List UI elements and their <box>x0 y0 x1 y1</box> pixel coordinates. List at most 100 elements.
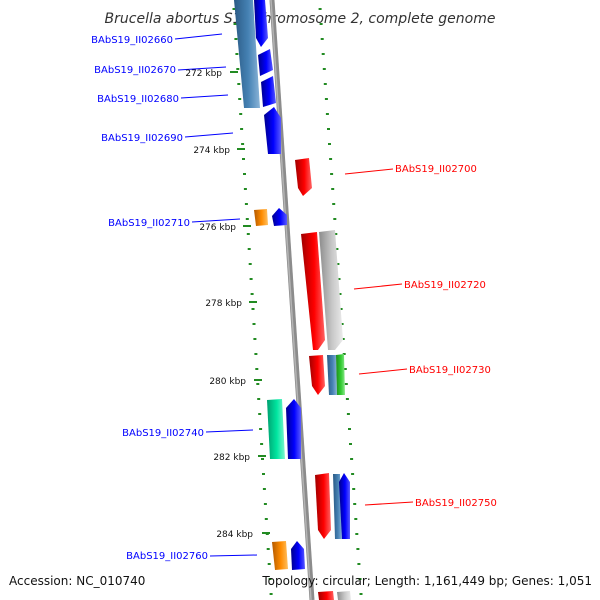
track-dot <box>252 323 256 325</box>
gene-label[interactable]: BAbS19_II02680 <box>97 94 179 105</box>
gene-green-1[interactable] <box>336 354 345 395</box>
track-dot <box>318 8 322 10</box>
gene-steelblue-1[interactable] <box>234 0 260 108</box>
track-dot <box>249 278 253 280</box>
track-dot <box>247 248 251 250</box>
track-dot <box>245 218 249 220</box>
scale-tick-label: 278 kbp <box>205 299 242 309</box>
label-leaders <box>174 33 414 557</box>
scale-ticks: 272 kbp 274 kbp 276 kbp 278 kbp 280 kbp … <box>185 69 270 540</box>
gene-label[interactable]: BAbS19_II02660 <box>91 35 173 46</box>
gene-label[interactable]: BAbS19_II02730 <box>409 365 491 376</box>
track-dot <box>352 488 356 490</box>
track-dot <box>341 338 345 340</box>
gene-label[interactable]: BAbS19_II02720 <box>404 280 486 291</box>
gene-features <box>234 0 351 600</box>
gene-label[interactable]: BAbS19_II02750 <box>415 498 497 509</box>
track-dot <box>357 563 361 565</box>
track-dot <box>322 68 326 70</box>
track-dot <box>351 473 355 475</box>
scale-tick-label: 284 kbp <box>216 530 253 540</box>
gene-label[interactable]: BAbS19_II02700 <box>395 164 477 175</box>
track-dot <box>267 563 271 565</box>
gene-label[interactable]: BAbS19_II02710 <box>108 218 190 229</box>
track-dot <box>344 383 348 385</box>
track-dot <box>256 383 260 385</box>
track-dot <box>255 368 259 370</box>
gene-gray-2[interactable] <box>337 591 351 600</box>
track-dot <box>243 188 247 190</box>
gene-blue-c[interactable] <box>261 76 276 107</box>
track-dot <box>348 428 351 430</box>
track-dot <box>262 488 266 490</box>
track-dot <box>324 98 328 100</box>
track-dot <box>349 443 352 445</box>
gene-blue-b[interactable] <box>258 49 273 76</box>
gene-blue-e[interactable] <box>272 208 287 226</box>
gene-orange-1[interactable] <box>254 209 268 226</box>
track-dot <box>338 293 342 295</box>
gene-labels: BAbS19_II02660 BAbS19_II02670 BAbS19_II0… <box>91 35 497 562</box>
scale-tick-label: 280 kbp <box>209 377 246 387</box>
gene-gray-1[interactable] <box>319 230 343 350</box>
gene-red-1[interactable] <box>295 158 312 196</box>
track-dot <box>339 308 343 310</box>
track-dot <box>241 143 245 145</box>
gene-red-4[interactable] <box>315 473 331 539</box>
gene-teal-1[interactable] <box>267 399 285 459</box>
track-dot <box>266 548 270 550</box>
gene-red-3[interactable] <box>309 355 325 395</box>
track-dot <box>263 503 267 505</box>
track-dot <box>350 458 354 460</box>
map-title: Brucella abortus S19 chromosome 2, compl… <box>105 11 496 27</box>
track-dot <box>354 518 358 520</box>
track-dot <box>264 518 268 520</box>
gene-blue-g[interactable] <box>339 473 350 539</box>
track-dot <box>234 38 238 40</box>
track-dot <box>342 353 346 355</box>
track-dot <box>328 143 331 145</box>
track-dot <box>261 458 264 460</box>
scale-tick-label: 274 kbp <box>193 146 230 156</box>
gene-label[interactable]: BAbS19_II02690 <box>101 133 183 144</box>
track-dot <box>238 98 242 100</box>
track-dot <box>246 233 250 235</box>
track-dot <box>329 158 333 160</box>
gene-red-5[interactable] <box>318 591 334 600</box>
gene-blue-f[interactable] <box>286 399 301 459</box>
gene-label[interactable]: BAbS19_II02740 <box>122 428 204 439</box>
gene-red-2[interactable] <box>301 232 325 350</box>
gene-blue-h[interactable] <box>291 541 305 570</box>
gene-blue-a[interactable] <box>254 0 268 47</box>
gene-steelblue-2[interactable] <box>327 355 337 395</box>
track-dot <box>254 353 258 355</box>
track-dot <box>320 38 324 40</box>
track-dot <box>248 263 252 265</box>
track-dot <box>242 158 245 160</box>
track-dot <box>335 248 339 250</box>
track-dot <box>253 338 257 340</box>
track-dot <box>257 398 261 400</box>
track-dot <box>343 368 347 370</box>
track-dot <box>244 203 248 205</box>
track-dot <box>233 23 237 25</box>
track-dot <box>237 83 241 85</box>
track-dot <box>331 188 335 190</box>
track-dot <box>268 578 272 580</box>
accession-text: Accession: NC_010740 <box>9 574 146 588</box>
track-dot <box>323 83 327 85</box>
gene-label[interactable]: BAbS19_II02760 <box>126 551 208 562</box>
gene-blue-d[interactable] <box>264 107 281 154</box>
track-dot <box>250 293 254 295</box>
topology-text: Topology: circular; Length: 1,161,449 bp… <box>262 574 592 588</box>
track-dot <box>258 413 262 415</box>
gene-label[interactable]: BAbS19_II02670 <box>94 65 176 76</box>
track-dot <box>251 308 255 310</box>
scale-tick-label: 282 kbp <box>213 453 250 463</box>
gene-orange-2[interactable] <box>272 541 288 570</box>
track-dot <box>269 593 273 595</box>
track-dot <box>321 53 325 55</box>
track-dot <box>259 428 263 430</box>
track-dot <box>345 398 349 400</box>
